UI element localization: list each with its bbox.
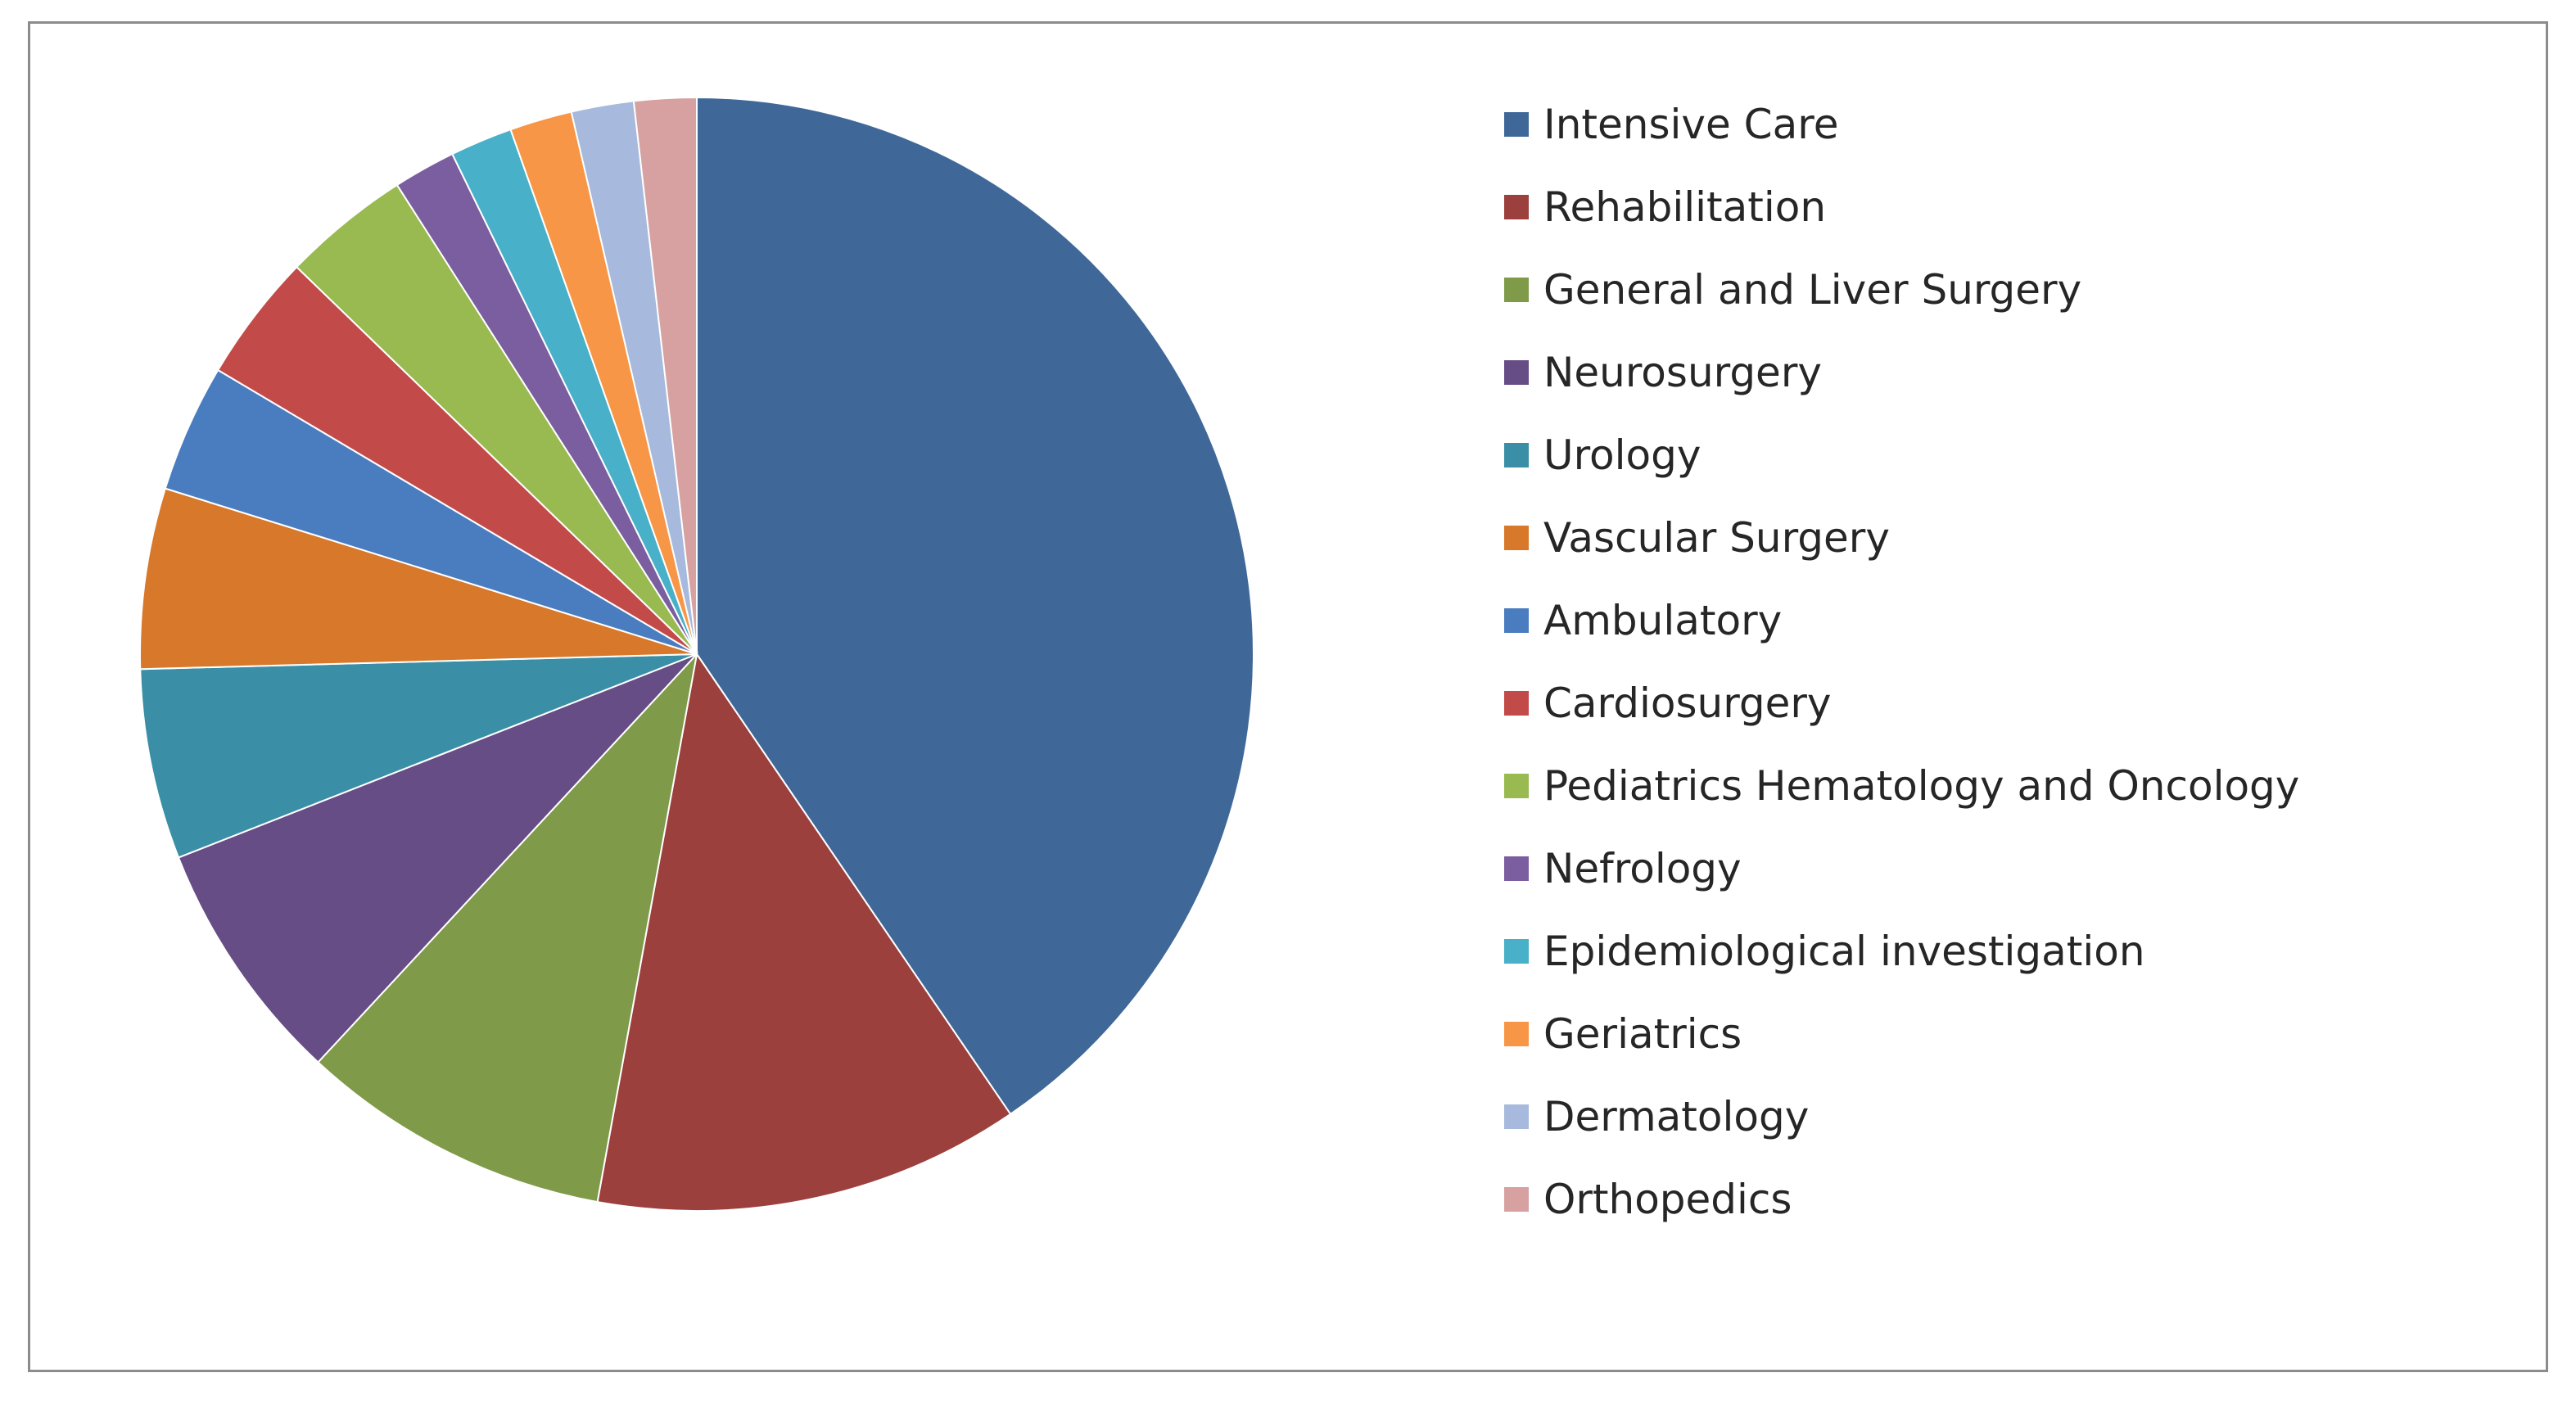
legend-label: Rehabilitation xyxy=(1543,183,1827,231)
legend-swatch xyxy=(1504,856,1529,881)
legend-label: Cardiosurgery xyxy=(1543,679,1832,727)
legend-item-rehabilitation: Rehabilitation xyxy=(1504,165,2299,248)
legend-item-orthopedics: Orthopedics xyxy=(1504,1158,2299,1240)
legend-swatch xyxy=(1504,607,1529,633)
legend-swatch xyxy=(1504,525,1529,550)
chart-frame: Intensive Care Rehabilitation General and … xyxy=(28,21,2548,1372)
legend-label: Geriatrics xyxy=(1543,1009,1742,1058)
legend-item-intensive-care: Intensive Care xyxy=(1504,83,2299,165)
legend-swatch xyxy=(1504,359,1529,385)
pie-chart xyxy=(139,96,1254,1212)
legend: Intensive Care Rehabilitation General and … xyxy=(1504,83,2299,1240)
legend-swatch xyxy=(1504,194,1529,219)
legend-item-cardiosurgery: Cardiosurgery xyxy=(1504,662,2299,744)
legend-item-nefrology: Nefrology xyxy=(1504,827,2299,910)
legend-item-urology: Urology xyxy=(1504,413,2299,496)
legend-label: Ambulatory xyxy=(1543,596,1783,644)
legend-swatch xyxy=(1504,111,1529,137)
legend-label: Orthopedics xyxy=(1543,1175,1792,1223)
legend-item-geriatrics: Geriatrics xyxy=(1504,992,2299,1075)
legend-item-neurosurgery: Neurosurgery xyxy=(1504,331,2299,413)
legend-label: Intensive Care xyxy=(1543,100,1839,148)
legend-item-dermatology: Dermatology xyxy=(1504,1075,2299,1158)
legend-swatch xyxy=(1504,1021,1529,1046)
legend-label: Dermatology xyxy=(1543,1092,1810,1140)
legend-item-ambulatory: Ambulatory xyxy=(1504,579,2299,662)
pie-slice-neurosurgery xyxy=(177,653,698,1064)
legend-item-epidemiological-investigation: Epidemiological investigation xyxy=(1504,910,2299,992)
legend-label: Vascular Surgery xyxy=(1543,513,1890,562)
legend-label: General and Liver Surgery xyxy=(1543,265,2082,314)
legend-swatch xyxy=(1504,442,1529,467)
pie-slice-vascular-surgery xyxy=(139,487,698,671)
legend-swatch xyxy=(1504,938,1529,964)
pie-slice-rehabilitation xyxy=(596,652,1012,1212)
legend-label: Neurosurgery xyxy=(1543,348,1822,396)
legend-swatch xyxy=(1504,690,1529,716)
pie-slice-general-and-liver-surgery xyxy=(317,651,698,1204)
legend-swatch xyxy=(1504,773,1529,798)
legend-swatch xyxy=(1504,1186,1529,1212)
legend-item-general-and-liver-surgery: General and Liver Surgery xyxy=(1504,248,2299,331)
legend-label: Pediatrics Hematology and Oncology xyxy=(1543,761,2300,810)
pie-slice-urology xyxy=(139,653,698,859)
legend-label: Nefrology xyxy=(1543,844,1742,892)
legend-label: Epidemiological investigation xyxy=(1543,927,2145,975)
legend-swatch xyxy=(1504,1104,1529,1129)
legend-item-pediatrics-hematology-and-oncology: Pediatrics Hematology and Oncology xyxy=(1504,744,2299,827)
legend-label: Urology xyxy=(1543,431,1702,479)
legend-swatch xyxy=(1504,277,1529,302)
pie-slice-orthopedics xyxy=(632,96,698,655)
legend-item-vascular-surgery: Vascular Surgery xyxy=(1504,496,2299,579)
pie-slice-intensive-care xyxy=(696,96,1254,1116)
